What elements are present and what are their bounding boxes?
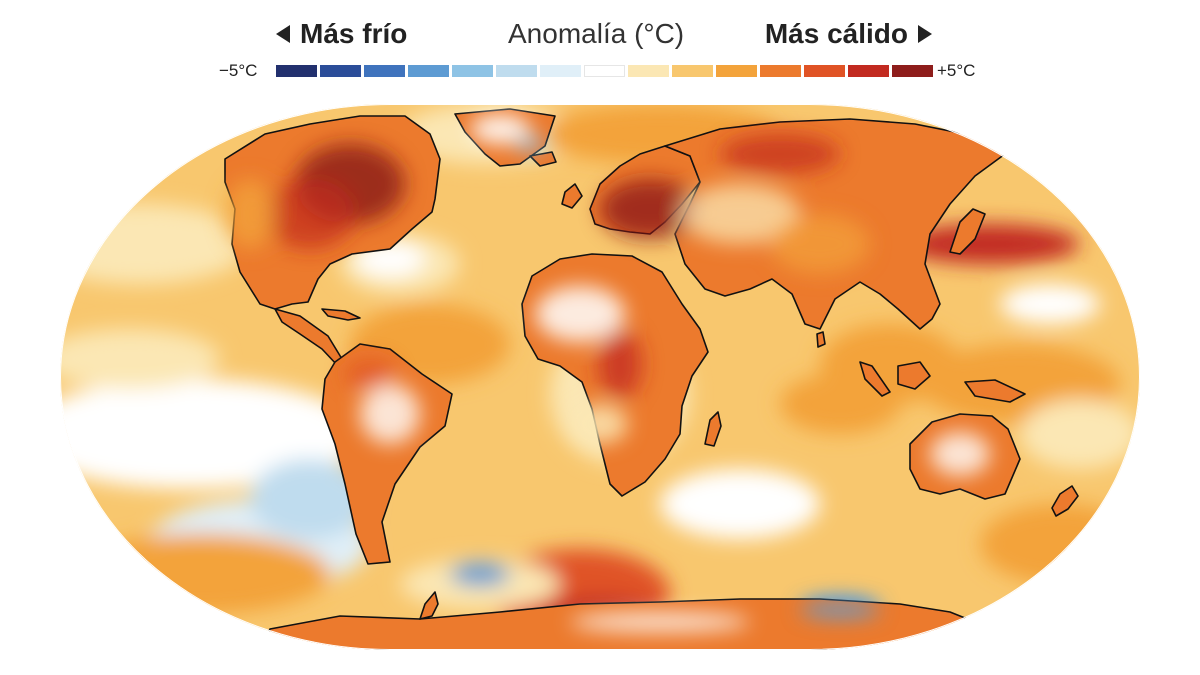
cuba [321, 308, 361, 321]
legend-swatch [804, 65, 845, 77]
legend-swatch [716, 65, 757, 77]
south-america [321, 343, 453, 565]
sri-lanka [816, 331, 826, 348]
legend-swatch [276, 65, 317, 77]
legend-swatch [540, 65, 581, 77]
world-anomaly-map [60, 104, 1140, 650]
triangle-right-icon [918, 24, 932, 43]
legend-swatch [892, 65, 933, 77]
legend-swatch [496, 65, 537, 77]
warmer-label: Más cálido [765, 14, 932, 54]
antarctic-peninsula [419, 591, 439, 620]
indonesia-borneo [897, 361, 931, 390]
new-zealand [1051, 485, 1079, 517]
map-svg [60, 104, 1140, 650]
scale-min-label: −5°C [219, 61, 258, 80]
legend-swatch [320, 65, 361, 77]
scale-max-label: +5°C [937, 61, 976, 80]
colder-label: Más frío [276, 14, 407, 54]
anomaly-label: Anomalía (°C) [508, 18, 685, 49]
anomaly-field [60, 104, 1140, 641]
indonesia-sumatra [859, 361, 891, 397]
triangle-left-icon [276, 24, 290, 43]
legend-swatch [760, 65, 801, 77]
legend-swatch [672, 65, 713, 77]
legend-swatch [584, 65, 625, 77]
legend-swatch [408, 65, 449, 77]
color-swatches [276, 65, 933, 77]
iceland [529, 151, 557, 167]
legend-header: Más frío Anomalía (°C) Más cálido [0, 14, 1200, 54]
madagascar [704, 411, 722, 447]
legend-swatch [452, 65, 493, 77]
new-guinea [964, 379, 1026, 403]
japan [949, 208, 986, 255]
legend-swatch [628, 65, 669, 77]
land-anomaly-field [225, 114, 990, 632]
legend-swatch [364, 65, 405, 77]
legend-swatch [848, 65, 889, 77]
british-isles [561, 183, 583, 209]
color-scale: −5°C +5°C [0, 60, 1200, 82]
globe-outline [60, 104, 1140, 650]
